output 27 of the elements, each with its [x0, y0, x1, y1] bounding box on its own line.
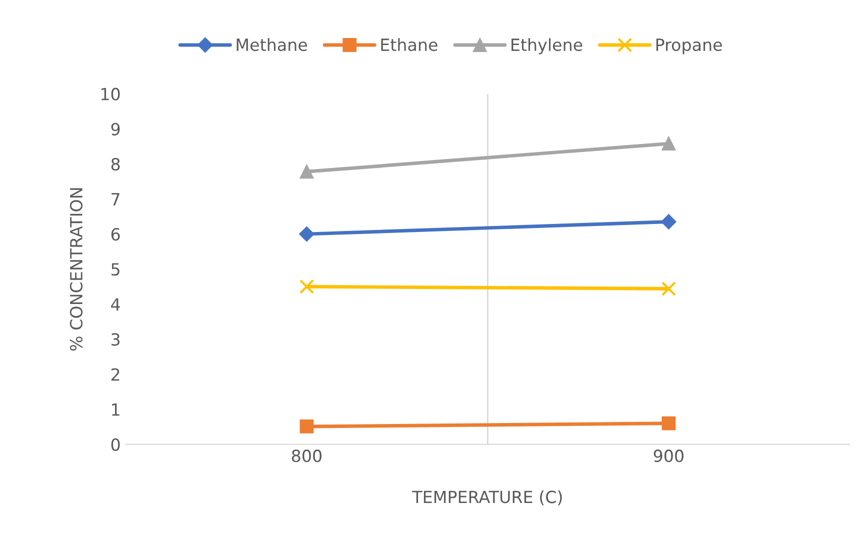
y-tick-label: 3 [112, 333, 120, 346]
x-tick-label: 900 [654, 450, 684, 462]
y-tick-label: 10 [101, 88, 120, 100]
legend-label: Propane [656, 38, 722, 54]
legend-label: Ethylene [512, 38, 582, 54]
y-axis-title: % CONCENTRATION [70, 188, 83, 351]
y-tick-label: 0 [111, 438, 120, 451]
point [299, 226, 314, 242]
y-tick-label: 2 [111, 368, 120, 381]
point [661, 281, 676, 296]
y-tick-label: 7 [112, 193, 120, 206]
y-tick-label: 8 [111, 158, 120, 171]
legend-label: Ethane [381, 38, 438, 52]
y-tick-label: 5 [112, 263, 120, 276]
x-tick-label: 800 [292, 450, 322, 462]
y-tick-label: 9 [111, 122, 120, 136]
point [300, 164, 314, 179]
point [662, 416, 676, 430]
point [662, 136, 676, 151]
point [299, 279, 314, 294]
point [661, 214, 676, 230]
y-tick-label: 6 [111, 228, 120, 241]
x-axis-title: TEMPERATURE (C) [412, 490, 562, 506]
point [300, 420, 314, 434]
legend-label: Methane [236, 38, 308, 52]
y-tick-label: 4 [111, 298, 120, 310]
y-tick-label: 1 [112, 403, 120, 416]
